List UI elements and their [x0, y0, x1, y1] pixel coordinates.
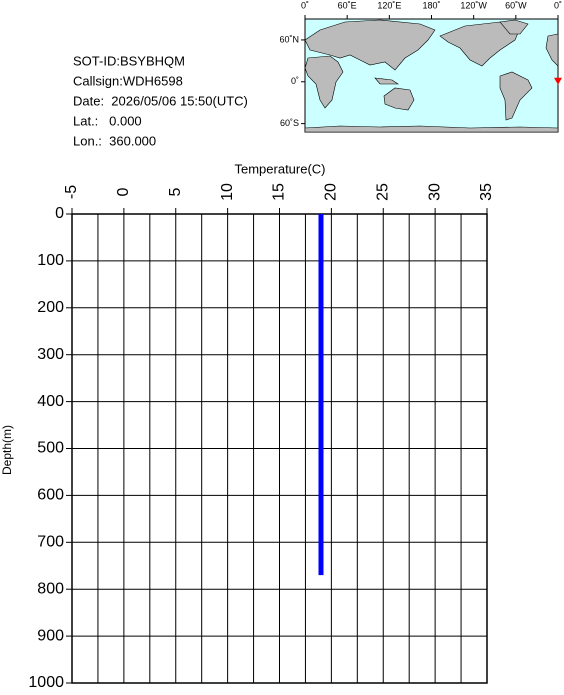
- map-lat-label: 60˚N: [279, 34, 299, 44]
- info-block: SOT-ID:BSYBHQM Callsign:WDH6598 Date: 20…: [73, 53, 248, 148]
- map-lon-label: 60˚E: [338, 0, 357, 10]
- y-tick-label: 1000: [28, 674, 64, 690]
- map-marker: [554, 77, 562, 85]
- y-tick-label: 800: [37, 580, 64, 597]
- map-lon-label: 120˚E: [377, 0, 401, 10]
- eurasia: [304, 19, 436, 71]
- map-lon-label: 180˚: [422, 0, 440, 10]
- land: [304, 19, 559, 133]
- australia: [383, 87, 415, 111]
- x-tick-label: 20: [323, 183, 340, 201]
- antarctica: [304, 125, 559, 133]
- plot-frame: [71, 213, 488, 684]
- info-line: Lat.: 0.000: [73, 113, 142, 128]
- map-lon-label: 60˚W: [505, 0, 527, 10]
- x-tick-label: 0: [115, 187, 132, 196]
- map-lat-label: 60˚S: [280, 118, 299, 128]
- greenland: [499, 19, 529, 35]
- y-tick-label: 500: [37, 440, 64, 457]
- y-tick-label: 900: [37, 627, 64, 644]
- x-axis-title: Temperature(C): [234, 161, 325, 176]
- info-line: Callsign:WDH6598: [73, 73, 183, 88]
- y-axis-title: Depth(m): [0, 425, 14, 475]
- map-lon-label: 0˚: [554, 0, 562, 10]
- x-tick-label: 30: [426, 183, 443, 201]
- y-tick-label: 200: [37, 299, 64, 316]
- info-line: Lon.: 360.000: [73, 133, 156, 148]
- south-america: [499, 71, 533, 121]
- x-tick-label: 35: [478, 183, 495, 201]
- indonesia: [374, 77, 399, 85]
- europe-west: [545, 33, 559, 67]
- map-lon-label: 0˚: [301, 0, 309, 10]
- info-line: SOT-ID:BSYBHQM: [73, 53, 185, 68]
- x-tick-label: 5: [167, 187, 184, 196]
- x-tick-label: 10: [219, 183, 236, 201]
- y-tick-label: 600: [37, 487, 64, 504]
- north-america: [439, 21, 521, 67]
- y-tick-label: 300: [37, 346, 64, 363]
- y-tick-label: 400: [37, 393, 64, 410]
- map-lat-label: 0˚: [291, 76, 299, 86]
- x-tick-label: -5: [63, 185, 80, 199]
- y-tick-label: 700: [37, 534, 64, 551]
- y-tick-label: 100: [37, 252, 64, 269]
- info-line: Date: 2026/05/06 15:50(UTC): [73, 93, 248, 108]
- map-lon-label: 120˚W: [460, 0, 487, 10]
- x-tick-label: 15: [271, 183, 288, 201]
- africa: [304, 55, 344, 109]
- y-tick-label: 0: [55, 205, 64, 222]
- x-tick-label: 25: [374, 183, 391, 201]
- world-map: [304, 18, 559, 133]
